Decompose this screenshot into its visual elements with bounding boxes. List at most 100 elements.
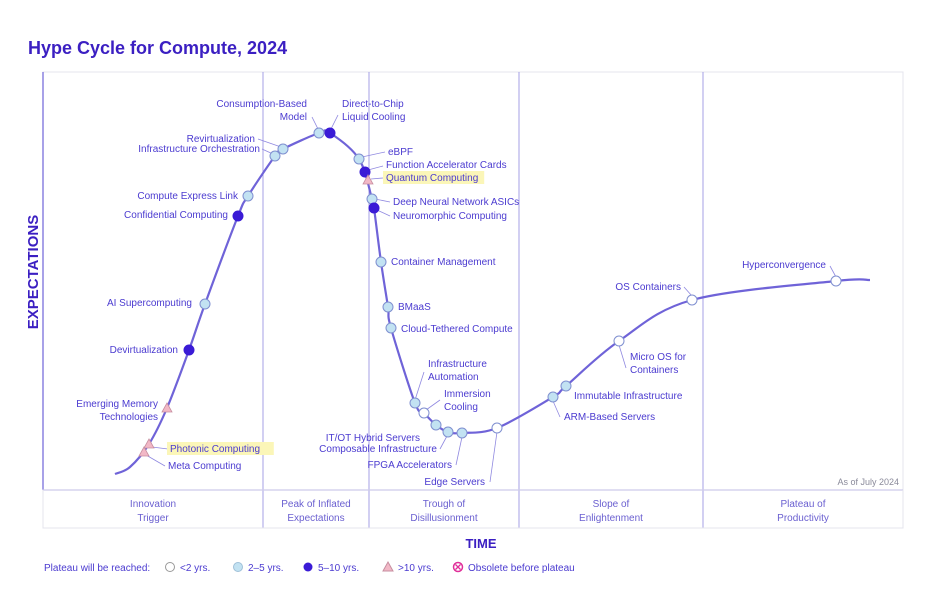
legend-lt2-icon <box>165 562 175 572</box>
leader-line <box>552 400 561 418</box>
leader-line <box>829 265 837 278</box>
label-immersion-cooling: Cooling <box>444 402 478 413</box>
legend-2to5-icon <box>233 562 243 572</box>
highlight-box <box>167 442 274 455</box>
marker-composable-infrastructure <box>442 426 454 438</box>
label-neuromorphic-computing: Neuromorphic Computing <box>393 211 507 222</box>
label-hyperconvergence: Hyperconvergence <box>742 260 826 271</box>
leader-line <box>311 116 319 130</box>
marker-container-management <box>375 256 387 268</box>
label-cloud-tethered-compute: Cloud-Tethered Compute <box>401 324 513 335</box>
triangle-marker-meta-computing <box>138 446 150 457</box>
leader-line <box>683 286 693 297</box>
label-immersion-cooling: Immersion <box>444 389 491 400</box>
label-composable-infrastructure: Composable Infrastructure <box>319 444 437 455</box>
marker-immutable-infrastructure <box>560 380 572 392</box>
label-ebpf: eBPF <box>388 147 413 158</box>
marker-bmaas <box>382 301 394 313</box>
phase-label: Trigger <box>137 513 169 524</box>
legend-label-lt2: <2 yrs. <box>180 563 210 574</box>
phase-label: Productivity <box>777 513 829 524</box>
label-revirtualization: Revirtualization <box>187 134 255 145</box>
leader-line <box>439 435 448 450</box>
label-photonic-computing: Photonic Computing <box>170 444 260 455</box>
label-os-containers: OS Containers <box>615 282 681 293</box>
label-ai-supercomputing: AI Supercomputing <box>107 298 192 309</box>
leader-line <box>361 151 386 158</box>
marker-function-accelerator-cards <box>359 166 371 178</box>
marker-compute-express-link <box>242 190 254 202</box>
legend-gt10-icon <box>382 560 394 572</box>
leader-line <box>455 436 463 466</box>
marker-infrastructure-orchestration <box>269 150 281 162</box>
triangle-marker-emerging-memory-technologies <box>161 402 173 413</box>
label-infrastructure-automation: Infrastructure <box>428 359 487 370</box>
leader-line <box>257 138 282 148</box>
chart-title: Hype Cycle for Compute, 2024 <box>28 38 288 58</box>
label-deep-neural-network-asics: Deep Neural Network ASICs <box>393 197 519 208</box>
leader-line <box>370 177 384 180</box>
legend-5to10-icon <box>303 562 313 572</box>
label-consumption-based-model: Model <box>280 112 307 123</box>
marker-direct-to-chip-liquid-cooling <box>324 127 336 139</box>
label-emerging-memory-technologies: Emerging Memory <box>76 399 158 410</box>
marker-devirtualization <box>183 344 195 356</box>
leader-line <box>618 344 627 369</box>
legend-label-5to10: 5–10 yrs. <box>318 563 359 574</box>
marker-arm-based-servers <box>547 391 559 403</box>
label-consumption-based-model: Consumption-Based <box>216 99 307 110</box>
label-micro-os-for-containers: Micro OS for <box>630 352 687 363</box>
leader-line <box>330 114 339 130</box>
label-infrastructure-orchestration: Infrastructure Orchestration <box>138 144 260 155</box>
as-of-label: As of July 2024 <box>837 477 899 487</box>
label-direct-to-chip-liquid-cooling: Liquid Cooling <box>342 112 405 123</box>
label-infrastructure-automation: Automation <box>428 372 479 383</box>
label-arm-based-servers: ARM-Based Servers <box>564 412 655 423</box>
label-quantum-computing: Quantum Computing <box>386 173 478 184</box>
marker-ebpf <box>353 153 365 165</box>
phase-label: Peak of Inflated <box>281 499 351 510</box>
legend-prefix: Plateau will be reached: <box>44 563 150 574</box>
phase-label: Enlightenment <box>579 513 643 524</box>
phase-label: Slope of <box>593 499 630 510</box>
label-confidential-computing: Confidential Computing <box>124 210 228 221</box>
label-container-management: Container Management <box>391 257 496 268</box>
marker-micro-os-for-containers <box>613 335 625 347</box>
legend-label-2to5: 2–5 yrs. <box>248 563 284 574</box>
label-emerging-memory-technologies: Technologies <box>100 412 158 423</box>
label-compute-express-link: Compute Express Link <box>137 191 239 202</box>
leader-line <box>425 399 441 411</box>
triangle-marker-quantum-computing <box>362 174 374 185</box>
marker-edge-servers <box>491 422 503 434</box>
obsolete-x-icon <box>455 564 461 570</box>
label-immutable-infrastructure: Immutable Infrastructure <box>574 391 683 402</box>
marker-os-containers <box>686 294 698 306</box>
label-fpga-accelerators: FPGA Accelerators <box>368 460 452 471</box>
marker-confidential-computing <box>232 210 244 222</box>
label-it-ot-hybrid-servers: IT/OT Hybrid Servers <box>326 433 420 444</box>
leader-line <box>151 446 169 450</box>
marker-immersion-cooling <box>418 407 430 419</box>
label-meta-computing: Meta Computing <box>168 461 241 472</box>
leader-line <box>374 198 391 203</box>
leader-line <box>489 431 498 483</box>
phase-label: Trough of <box>423 499 466 510</box>
marker-fpga-accelerators <box>456 427 468 439</box>
marker-hyperconvergence <box>830 275 842 287</box>
phase-label: Expectations <box>287 513 344 524</box>
hype-curve <box>114 129 871 476</box>
marker-ai-supercomputing <box>199 298 211 310</box>
leader-line <box>145 454 166 467</box>
marker-deep-neural-network-asics <box>366 193 378 205</box>
marker-cloud-tethered-compute <box>385 322 397 334</box>
marker-it-ot-hybrid-servers <box>430 419 442 431</box>
marker-neuromorphic-computing <box>368 202 380 214</box>
label-direct-to-chip-liquid-cooling: Direct-to-Chip <box>342 99 404 110</box>
plot-frame <box>42 71 904 491</box>
phase-label: Innovation <box>130 499 176 510</box>
leader-line <box>414 371 425 401</box>
marker-revirtualization <box>277 143 289 155</box>
label-edge-servers: Edge Servers <box>424 477 485 488</box>
